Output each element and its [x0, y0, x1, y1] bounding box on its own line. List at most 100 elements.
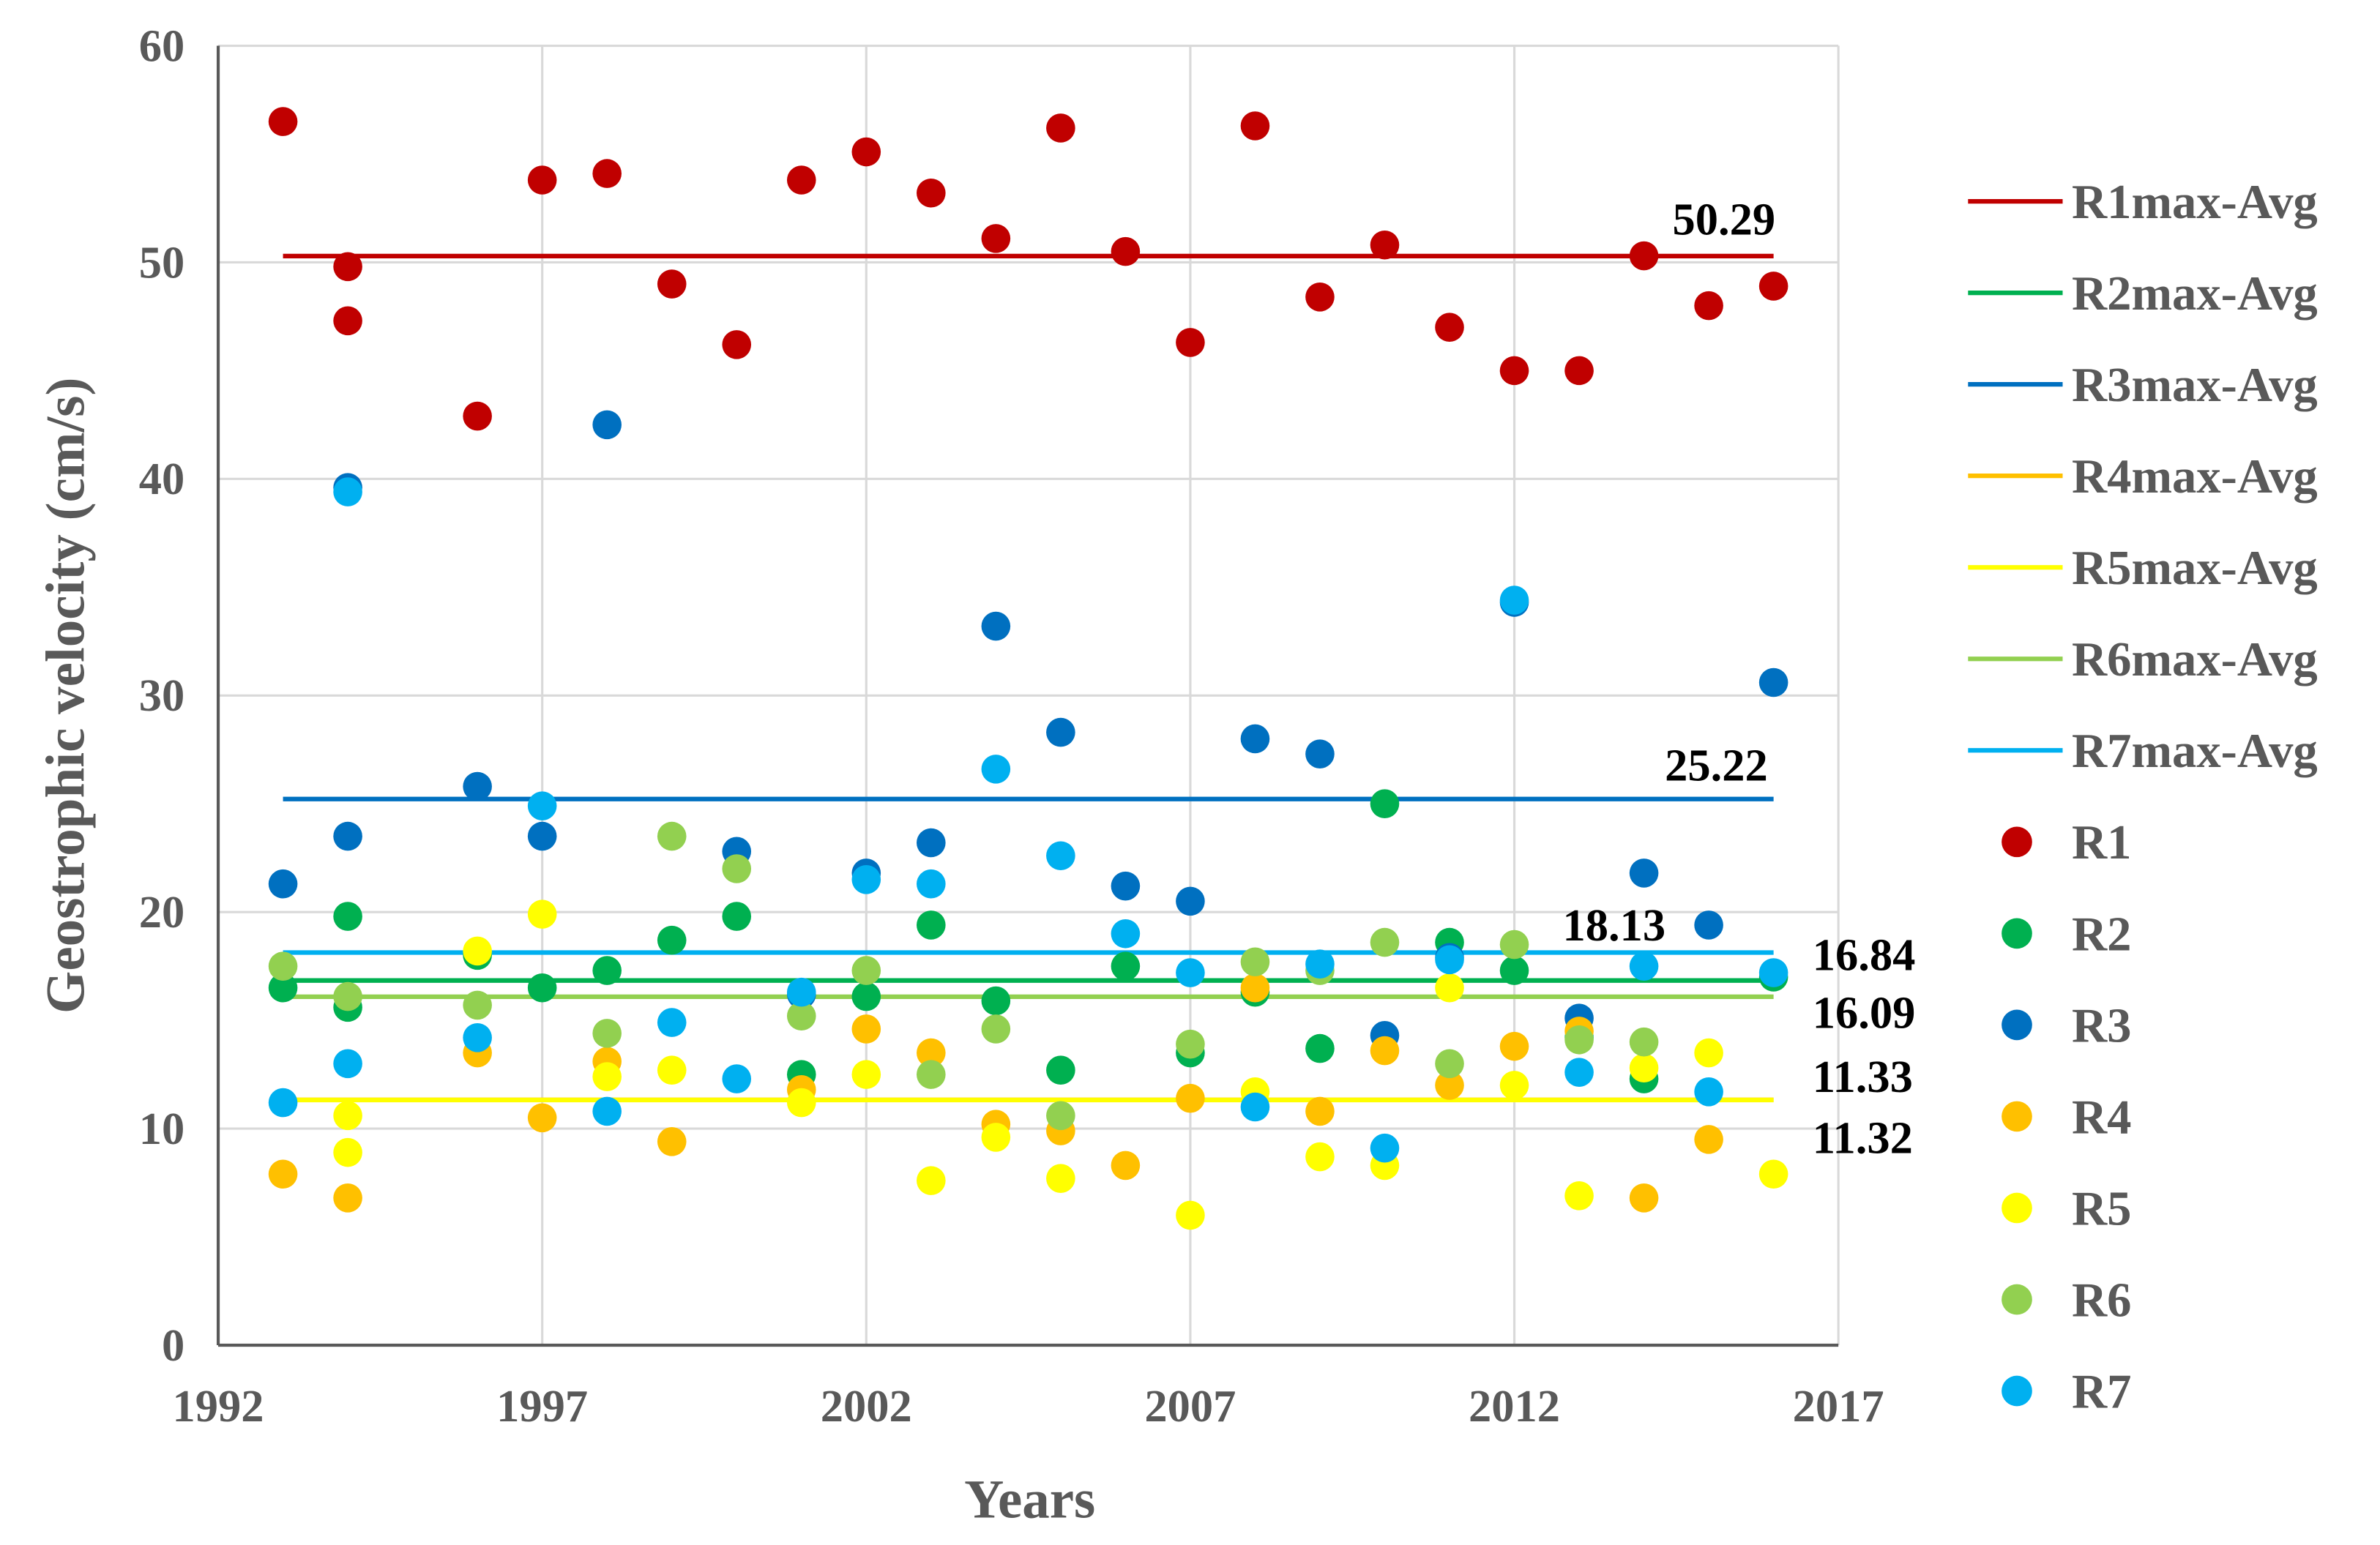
- avg-value-label: 18.13: [1563, 899, 1666, 951]
- y-tick-label: 60: [139, 20, 184, 71]
- point-r1: [333, 306, 362, 336]
- point-r4: [268, 1159, 298, 1189]
- avg-value-label: 11.33: [1813, 1051, 1913, 1102]
- legend-label: R3max-Avg: [2072, 359, 2318, 412]
- point-r3: [1305, 739, 1335, 768]
- point-r5: [1176, 1200, 1205, 1230]
- point-r7: [463, 1023, 492, 1052]
- point-r6: [981, 1014, 1011, 1044]
- point-r2: [1305, 1033, 1335, 1063]
- point-r3: [268, 869, 298, 899]
- gridlines: [218, 44, 1840, 1346]
- point-r6: [463, 990, 492, 1020]
- point-r1: [722, 330, 752, 359]
- legend-label: R2max-Avg: [2072, 267, 2318, 321]
- x-tick-label: 2012: [1469, 1380, 1560, 1432]
- point-r1: [1629, 241, 1659, 271]
- x-tick-label: 2007: [1144, 1380, 1236, 1432]
- point-r1: [851, 137, 881, 167]
- data-points: [268, 107, 1788, 1230]
- point-r5: [1564, 1181, 1594, 1211]
- point-r3: [527, 821, 557, 851]
- point-r5: [1499, 1071, 1529, 1100]
- point-r3: [333, 821, 362, 851]
- y-axis-title: Geostrophic velocity (cm/s): [36, 378, 97, 1014]
- point-r3: [1694, 910, 1723, 940]
- point-r2: [981, 986, 1011, 1016]
- legend-marker: [2002, 1009, 2032, 1041]
- point-r6: [1564, 1025, 1594, 1055]
- point-r5: [463, 936, 492, 966]
- point-r1: [1305, 282, 1335, 312]
- point-r7: [527, 791, 557, 820]
- point-r3: [917, 828, 946, 858]
- point-r5: [981, 1123, 1011, 1152]
- point-r2: [722, 902, 752, 931]
- point-r6: [1046, 1101, 1075, 1131]
- point-r6: [333, 981, 362, 1011]
- point-r1: [268, 107, 298, 136]
- point-r2: [333, 902, 362, 931]
- point-r4: [1629, 1183, 1659, 1213]
- point-r5: [1629, 1053, 1659, 1083]
- point-r6: [1499, 929, 1529, 959]
- point-r3: [1240, 724, 1270, 754]
- point-r7: [981, 755, 1011, 784]
- legend-marker: [2002, 1192, 2032, 1224]
- point-r4: [1694, 1125, 1723, 1154]
- point-r1: [917, 178, 946, 208]
- point-r7: [333, 1049, 362, 1079]
- point-r4: [1111, 1151, 1141, 1181]
- point-r5: [1435, 973, 1464, 1003]
- point-r4: [1305, 1096, 1335, 1126]
- point-r6: [917, 1060, 946, 1089]
- point-r7: [657, 1008, 687, 1037]
- y-tick-label: 20: [139, 886, 184, 938]
- point-r1: [1499, 356, 1529, 386]
- point-r5: [851, 1060, 881, 1089]
- point-r4: [1240, 973, 1270, 1003]
- axes: 0 10 20 30 40 50 60 1992 1997 2002 2007 2012 2017: [139, 20, 1884, 1432]
- point-r6: [1240, 947, 1270, 977]
- legend-marker: [2002, 1284, 2032, 1315]
- point-r2: [268, 973, 298, 1003]
- point-r7: [786, 977, 816, 1007]
- point-r4: [1370, 1036, 1400, 1066]
- point-r5: [333, 1137, 362, 1167]
- point-r1: [657, 269, 687, 299]
- point-r1: [1111, 236, 1141, 266]
- y-tick-label: 30: [139, 670, 184, 721]
- point-r1: [786, 165, 816, 195]
- point-r3: [1629, 858, 1659, 888]
- point-r4: [1499, 1031, 1529, 1061]
- point-r5: [917, 1166, 946, 1195]
- point-r3: [1111, 871, 1141, 901]
- point-r1: [1758, 272, 1788, 301]
- point-r1: [333, 252, 362, 282]
- point-r7: [1370, 1133, 1400, 1163]
- point-r2: [917, 910, 946, 940]
- legend-marker: [2002, 826, 2032, 858]
- legend-label: R7: [2072, 1365, 2131, 1418]
- legend-label: R1max-Avg: [2072, 176, 2318, 229]
- legend-label: R7max-Avg: [2072, 725, 2318, 778]
- point-r3: [981, 611, 1011, 641]
- point-r1: [1564, 356, 1594, 386]
- point-r1: [981, 224, 1011, 253]
- x-tick-label: 2002: [821, 1380, 912, 1432]
- point-r7: [1305, 949, 1335, 979]
- point-r1: [1046, 113, 1075, 143]
- point-r7: [722, 1064, 752, 1093]
- point-r5: [1046, 1164, 1075, 1193]
- point-r4: [1176, 1083, 1205, 1113]
- point-r3: [1176, 886, 1205, 916]
- point-r1: [1240, 111, 1270, 141]
- avg-value-label: 16.84: [1813, 929, 1916, 980]
- x-axis-title: Years: [964, 1469, 1095, 1530]
- point-r7: [592, 1096, 622, 1126]
- point-r7: [1758, 958, 1788, 987]
- point-r6: [1629, 1027, 1659, 1057]
- point-r2: [527, 973, 557, 1003]
- legend: R1max-Avg R2max-Avg R3max-Avg R4max-Avg R5ma…: [1968, 176, 2318, 1418]
- point-r2: [1499, 956, 1529, 985]
